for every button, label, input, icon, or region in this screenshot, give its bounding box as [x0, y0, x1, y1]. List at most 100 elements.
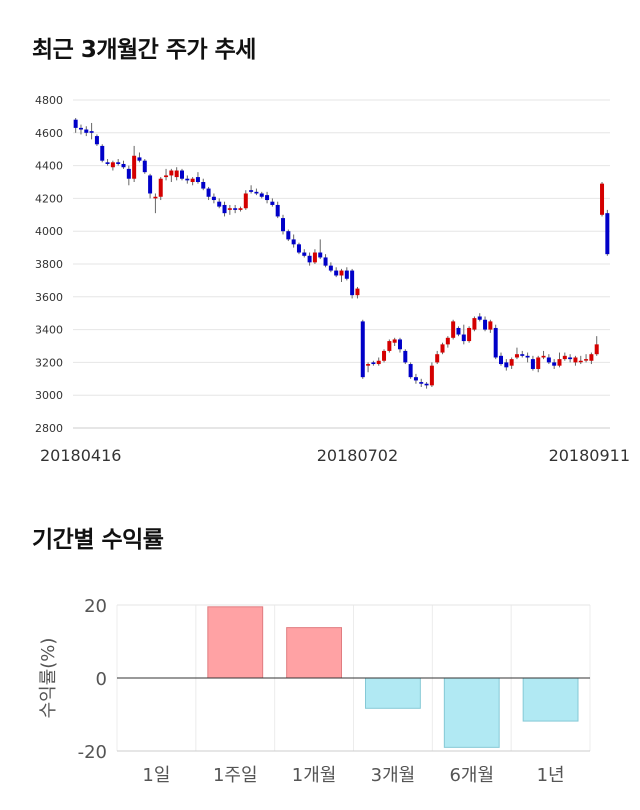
- candle: [121, 163, 126, 168]
- y-tick-label: 4400: [35, 160, 63, 173]
- candlestick-chart: 2800 3000 3200 3400 3600 3800 4000 4200 4400 4600…: [35, 94, 630, 465]
- return-bar: [365, 677, 421, 709]
- candle: [536, 357, 541, 369]
- candle: [148, 175, 153, 194]
- candle: [254, 191, 259, 194]
- candle: [456, 327, 461, 335]
- candle: [126, 168, 131, 179]
- candle: [137, 157, 142, 161]
- candle: [249, 190, 254, 192]
- candle: [110, 162, 115, 168]
- candle: [275, 204, 280, 217]
- candle: [179, 170, 184, 179]
- candle: [174, 170, 179, 178]
- candle: [307, 255, 312, 263]
- candle: [164, 175, 169, 178]
- y-tick-label: 4600: [35, 127, 63, 140]
- candle: [477, 316, 482, 320]
- candle: [211, 196, 216, 201]
- candle: [190, 178, 195, 182]
- candle: [371, 362, 376, 365]
- y-tick-label: 0: [96, 669, 107, 690]
- candle: [296, 244, 301, 253]
- candle: [233, 208, 238, 210]
- y-tick-label: -20: [78, 742, 107, 763]
- return-bar: [207, 606, 264, 679]
- candle: [520, 354, 525, 356]
- x-tick-label: 20180702: [317, 446, 398, 465]
- candle: [552, 362, 557, 366]
- y-axis-label: 수익률(%): [38, 638, 59, 719]
- y-tick-label: 3400: [35, 324, 63, 337]
- candle: [382, 350, 387, 361]
- candle: [467, 327, 472, 342]
- y-tick-label: 2800: [35, 422, 63, 435]
- x-tick-label: 20180416: [40, 446, 121, 465]
- candle: [429, 365, 434, 386]
- candle: [206, 188, 211, 197]
- candle: [546, 357, 551, 363]
- candle: [291, 239, 296, 245]
- candle: [78, 127, 83, 130]
- candle: [73, 119, 78, 128]
- candle: [195, 177, 200, 182]
- candle: [557, 359, 562, 366]
- candle: [243, 193, 248, 209]
- candle: [169, 170, 174, 176]
- candle: [594, 344, 599, 355]
- candle: [334, 270, 339, 276]
- candle: [413, 377, 418, 381]
- price-trend-title: 최근 3개월간 주가 추세: [32, 37, 256, 63]
- candle: [259, 193, 264, 197]
- candle: [562, 355, 567, 360]
- y-tick-label: 4800: [35, 94, 63, 107]
- returns-bar-chart: -20 0 20 1일 1주일 1개월 3개월 6개월 1년 수익률(%): [38, 596, 591, 786]
- candle: [424, 383, 429, 386]
- candle: [153, 196, 158, 199]
- candle: [312, 252, 317, 263]
- candle: [350, 270, 355, 296]
- candle: [286, 231, 291, 240]
- candle: [408, 364, 413, 378]
- candle: [185, 178, 190, 181]
- y-tick-label: 20: [84, 596, 107, 617]
- candle: [158, 178, 163, 197]
- candle: [105, 162, 110, 164]
- candle: [387, 341, 392, 351]
- candle: [584, 359, 589, 361]
- y-tick-label: 3600: [35, 291, 63, 304]
- candle: [100, 145, 105, 161]
- candle: [514, 354, 519, 358]
- y-tick-label: 3800: [35, 258, 63, 271]
- candle: [472, 318, 477, 330]
- x-tick-label: 1년: [537, 765, 565, 786]
- candle: [573, 357, 578, 363]
- candle: [568, 357, 573, 360]
- candle: [509, 359, 514, 366]
- candle: [360, 321, 365, 378]
- candle: [116, 162, 121, 164]
- candle: [488, 321, 493, 330]
- candle: [281, 218, 286, 232]
- x-tick-label: 1주일: [213, 765, 258, 786]
- candle: [605, 213, 610, 255]
- candle: [238, 208, 243, 210]
- candle: [265, 195, 270, 201]
- period-returns-title: 기간별 수익률: [32, 527, 164, 553]
- candle: [302, 252, 307, 256]
- candle: [94, 136, 99, 145]
- x-tick-label: 3개월: [371, 765, 416, 786]
- candle: [328, 265, 333, 271]
- candle: [366, 364, 371, 366]
- x-tick-label: 6개월: [449, 765, 494, 786]
- return-bar: [443, 677, 500, 748]
- candle: [132, 155, 137, 179]
- y-tick-label: 4200: [35, 192, 63, 205]
- candle: [201, 182, 206, 189]
- candle: [504, 362, 509, 368]
- y-tick-label: 4000: [35, 225, 63, 238]
- candle: [323, 257, 328, 266]
- candle: [397, 339, 402, 350]
- x-tick-label: 1개월: [292, 765, 337, 786]
- candle: [499, 355, 504, 365]
